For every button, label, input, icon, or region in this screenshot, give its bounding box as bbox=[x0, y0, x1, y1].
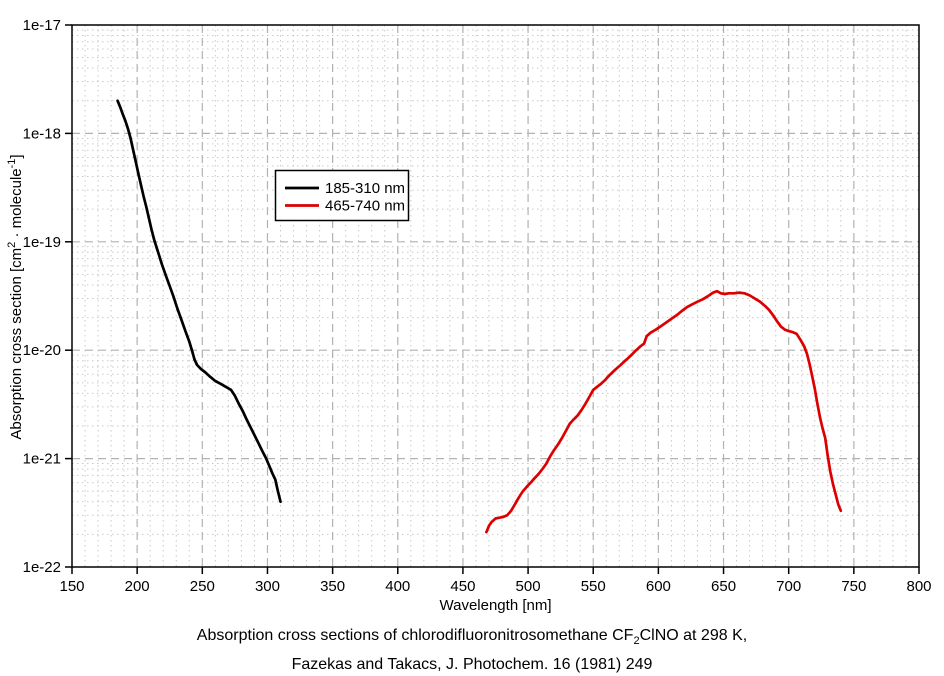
x-tick-label: 350 bbox=[320, 578, 345, 595]
y-axis-label-text: Absorption cross section [cm bbox=[8, 247, 25, 440]
x-tick-label: 250 bbox=[190, 578, 215, 595]
y-tick-label: 1e-19 bbox=[23, 234, 61, 251]
x-tick-labels: 150 200 250 300 350 400 450 500 550 600 650 700 750 8… bbox=[59, 578, 931, 595]
y-tick-label: 1e-22 bbox=[23, 559, 61, 576]
caption-line2: Fazekas and Takacs, J. Photochem. 16 (19… bbox=[291, 656, 653, 674]
y-tick-label: 1e-21 bbox=[23, 451, 61, 468]
legend-label: 465-740 nm bbox=[325, 198, 405, 215]
grid-major bbox=[72, 25, 919, 567]
y-tick-label: 1e-20 bbox=[23, 342, 61, 359]
x-tick-label: 450 bbox=[450, 578, 475, 595]
x-tick-label: 150 bbox=[59, 578, 84, 595]
y-tick-labels: 1e-17 1e-18 1e-19 1e-20 1e-21 1e-22 bbox=[23, 17, 61, 576]
x-tick-label: 550 bbox=[581, 578, 606, 595]
x-axis-label: Wavelength [nm] bbox=[439, 597, 552, 614]
y-tick-label: 1e-17 bbox=[23, 17, 61, 34]
x-tick-label: 400 bbox=[385, 578, 410, 595]
y-axis-label-text: ] bbox=[8, 154, 25, 159]
x-tick-label: 300 bbox=[255, 578, 280, 595]
caption-line1: Absorption cross sections of chlorodiflu… bbox=[196, 627, 748, 648]
x-tick-label: 750 bbox=[841, 578, 866, 595]
absorption-chart: 150 200 250 300 350 400 450 500 550 600 650 700 750 8… bbox=[23, 17, 932, 595]
y-tick-label: 1e-18 bbox=[23, 125, 61, 142]
x-tick-label: 600 bbox=[646, 578, 671, 595]
legend-box bbox=[274, 169, 410, 222]
x-tick-label: 200 bbox=[125, 578, 150, 595]
x-tick-label: 500 bbox=[516, 578, 541, 595]
caption: Absorption cross sections of chlorodiflu… bbox=[0, 624, 944, 676]
series-465-740-nm bbox=[485, 289, 843, 534]
x-tick-label: 800 bbox=[906, 578, 931, 595]
x-tick-label: 650 bbox=[711, 578, 736, 595]
axis-ticks bbox=[65, 24, 920, 574]
legend-label: 185-310 nm bbox=[325, 180, 405, 197]
grid-minor bbox=[72, 25, 919, 567]
series-185-310-nm bbox=[116, 99, 282, 504]
y-axis-label-sup-cm: 2 bbox=[6, 241, 18, 248]
y-axis-label-text: · molecule bbox=[8, 168, 25, 242]
y-axis-label: Absorption cross section [cm2 · molecule… bbox=[6, 17, 26, 577]
x-tick-label: 700 bbox=[776, 578, 801, 595]
caption-subscript: 2 bbox=[633, 635, 640, 648]
plot-frame bbox=[71, 24, 920, 568]
y-axis-label-sup-molecule: -1 bbox=[6, 158, 18, 169]
